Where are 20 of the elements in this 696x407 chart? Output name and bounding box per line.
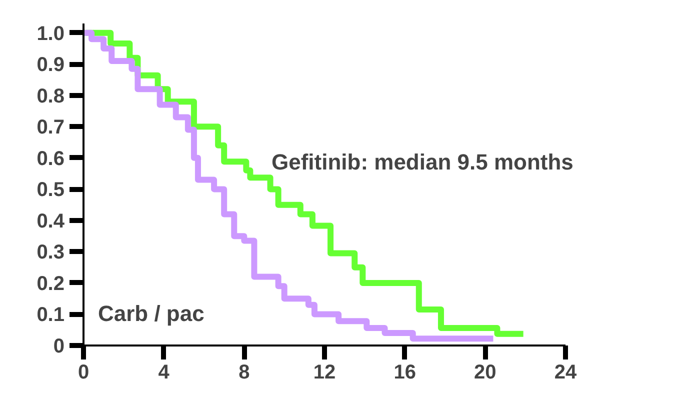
y-tick-label: 0.1 (36, 304, 65, 326)
y-tick-label: 0.3 (36, 242, 65, 264)
y-tick-label: 1.0 (36, 22, 65, 45)
x-tick-label: 20 (474, 362, 496, 384)
x-tick-label: 0 (78, 362, 90, 384)
y-tick-label: 0.4 (36, 210, 66, 232)
x-tick-label: 12 (313, 362, 336, 384)
y-tick-label: 0 (53, 336, 64, 358)
x-tick-label: 4 (158, 362, 170, 384)
annotation: Gefitinib: median 9.5 months (271, 149, 574, 174)
x-tick-label: 8 (238, 362, 250, 384)
y-tick-label: 0.5 (36, 179, 65, 202)
y-tick-label: 0.7 (36, 116, 65, 139)
y-tick-label: 0.9 (36, 54, 65, 76)
x-tick-label: 16 (394, 362, 416, 384)
y-tick-label: 0.8 (36, 85, 65, 108)
annotation: Carb / pac (98, 300, 204, 326)
y-tick-label: 0.2 (36, 272, 65, 295)
x-tick-label: 24 (554, 362, 578, 384)
y-tick-label: 0.6 (36, 148, 65, 170)
